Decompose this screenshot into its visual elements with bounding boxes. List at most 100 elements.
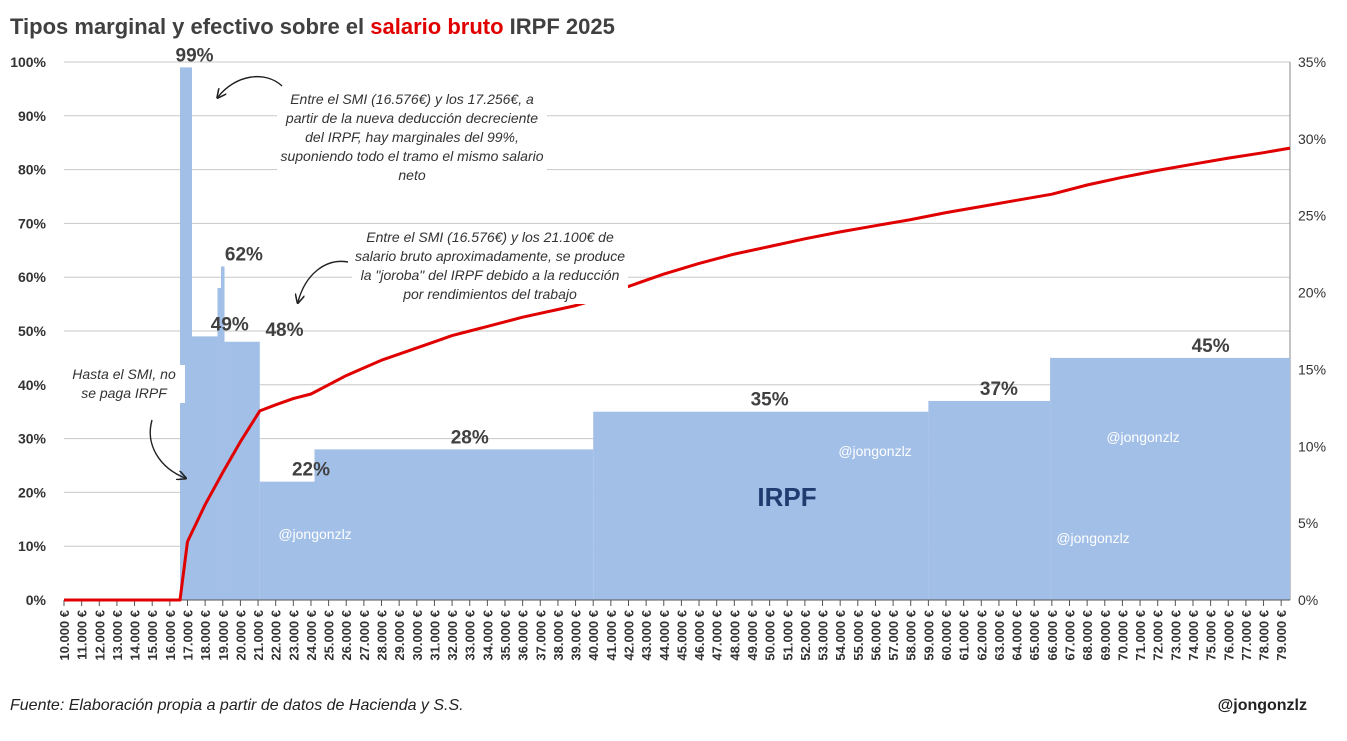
annotation-smi: Hasta el SMI, no se paga IRPF: [63, 365, 185, 403]
x-tick-label: 43.000 €: [639, 610, 654, 661]
y-left-tick-label: 30%: [18, 431, 47, 447]
y-left-tick-label: 90%: [18, 108, 47, 124]
x-tick-label: 18.000 €: [198, 610, 213, 661]
x-tick-label: 72.000 €: [1151, 610, 1166, 661]
x-tick-label: 14.000 €: [128, 610, 143, 661]
x-tick-label: 28.000 €: [375, 610, 390, 661]
x-tick-label: 27.000 €: [357, 610, 372, 661]
annotation-arrow-joroba: [298, 260, 349, 302]
x-tick-label: 26.000 €: [339, 610, 354, 661]
x-tick-label: 66.000 €: [1045, 610, 1060, 661]
annotation-arrow-smi: [149, 419, 185, 478]
x-tick-label: 56.000 €: [868, 610, 883, 661]
y-left-tick-label: 0%: [26, 592, 47, 608]
y-left-tick-label: 60%: [18, 269, 47, 285]
irpf-step-bar: [180, 67, 192, 600]
x-tick-label: 70.000 €: [1115, 610, 1130, 661]
annotation-joroba: Entre el SMI (16.576€) y los 21.100€ de …: [352, 228, 628, 304]
x-tick-label: 13.000 €: [110, 610, 125, 661]
x-tick-label: 42.000 €: [621, 610, 636, 661]
x-tick-label: 59.000 €: [921, 610, 936, 661]
y-right-tick-label: 30%: [1298, 131, 1326, 147]
title-part2: IRPF 2025: [503, 14, 615, 39]
y-right-tick-label: 15%: [1298, 361, 1326, 377]
step-label: 99%: [176, 45, 214, 66]
y-left-tick-label: 20%: [18, 484, 47, 500]
x-tick-label: 58.000 €: [904, 610, 919, 661]
x-tick-label: 62.000 €: [974, 610, 989, 661]
watermark: @jongonzlz: [1106, 429, 1179, 445]
x-tick-label: 21.000 €: [251, 610, 266, 661]
irpf-step-bar: [928, 400, 1051, 600]
x-tick-label: 34.000 €: [480, 610, 495, 661]
x-tick-label: 79.000 €: [1274, 610, 1289, 661]
x-tick-label: 52.000 €: [798, 610, 813, 661]
x-tick-label: 69.000 €: [1098, 610, 1113, 661]
irpf-step-bar: [259, 481, 315, 600]
x-tick-label: 47.000 €: [710, 610, 725, 661]
y-right-tick-label: 20%: [1298, 285, 1326, 301]
irpf-step-bar: [314, 449, 594, 600]
y-left-tick-label: 40%: [18, 377, 47, 393]
x-tick-label: 45.000 €: [674, 610, 689, 661]
title-part1: Tipos marginal y efectivo sobre el: [10, 14, 371, 39]
irpf-step-bar: [224, 341, 260, 600]
y-left-tick-label: 10%: [18, 538, 47, 554]
x-tick-label: 63.000 €: [992, 610, 1007, 661]
x-tick-label: 15.000 €: [145, 610, 160, 661]
step-label: 22%: [292, 460, 330, 481]
x-tick-label: 22.000 €: [269, 610, 284, 661]
x-tick-label: 54.000 €: [833, 610, 848, 661]
y-right-tick-label: 25%: [1298, 208, 1326, 224]
x-tick-label: 61.000 €: [957, 610, 972, 661]
watermark: @jongonzlz: [278, 526, 351, 542]
x-tick-label: 11.000 €: [75, 610, 90, 660]
step-label: 28%: [451, 427, 489, 448]
page-title: Tipos marginal y efectivo sobre el salar…: [10, 14, 615, 40]
x-tick-label: 50.000 €: [763, 610, 778, 661]
x-tick-label: 77.000 €: [1239, 610, 1254, 661]
x-tick-label: 65.000 €: [1027, 610, 1042, 661]
irpf-step-bar: [1050, 357, 1290, 600]
x-tick-label: 39.000 €: [569, 610, 584, 661]
x-tick-label: 20.000 €: [233, 610, 248, 661]
irpf-step-bar: [217, 287, 221, 600]
x-tick-label: 25.000 €: [322, 610, 337, 661]
title-highlight: salario bruto: [370, 14, 504, 39]
x-tick-label: 29.000 €: [392, 610, 407, 661]
x-tick-label: 78.000 €: [1257, 610, 1272, 661]
x-tick-label: 73.000 €: [1168, 610, 1183, 661]
watermark: @jongonzlz: [1056, 530, 1129, 546]
source-note: Fuente: Elaboración propia a partir de d…: [10, 697, 464, 714]
x-tick-label: 76.000 €: [1221, 610, 1236, 661]
x-tick-label: 37.000 €: [533, 610, 548, 661]
y-right-tick-label: 5%: [1298, 515, 1318, 531]
x-tick-label: 57.000 €: [886, 610, 901, 661]
irpf-step-bar: [191, 336, 218, 600]
x-tick-label: 40.000 €: [586, 610, 601, 661]
x-tick-label: 12.000 €: [92, 610, 107, 661]
x-tick-label: 64.000 €: [1010, 610, 1025, 661]
step-label: 49%: [211, 314, 249, 335]
y-left-tick-label: 80%: [18, 162, 47, 178]
x-tick-label: 51.000 €: [780, 610, 795, 661]
x-tick-label: 75.000 €: [1204, 610, 1219, 661]
x-tick-label: 38.000 €: [551, 610, 566, 661]
x-tick-label: 68.000 €: [1080, 610, 1095, 661]
x-tick-label: 74.000 €: [1186, 610, 1201, 661]
effective-rate-line: [64, 146, 1291, 602]
step-label: 62%: [225, 244, 263, 265]
y-left-tick-label: 70%: [18, 215, 47, 231]
x-tick-label: 67.000 €: [1062, 610, 1077, 661]
x-tick-label: 35.000 €: [498, 610, 513, 661]
irpf-step-bar: [220, 266, 225, 600]
x-tick-label: 30.000 €: [410, 610, 425, 661]
watermark: @jongonzlz: [838, 443, 911, 459]
y-right-tick-label: 10%: [1298, 438, 1326, 454]
y-left-tick-label: 100%: [10, 54, 46, 70]
step-label: 37%: [980, 379, 1018, 400]
x-tick-label: 60.000 €: [939, 610, 954, 661]
x-tick-label: 49.000 €: [745, 610, 760, 661]
x-tick-label: 19.000 €: [216, 610, 231, 661]
